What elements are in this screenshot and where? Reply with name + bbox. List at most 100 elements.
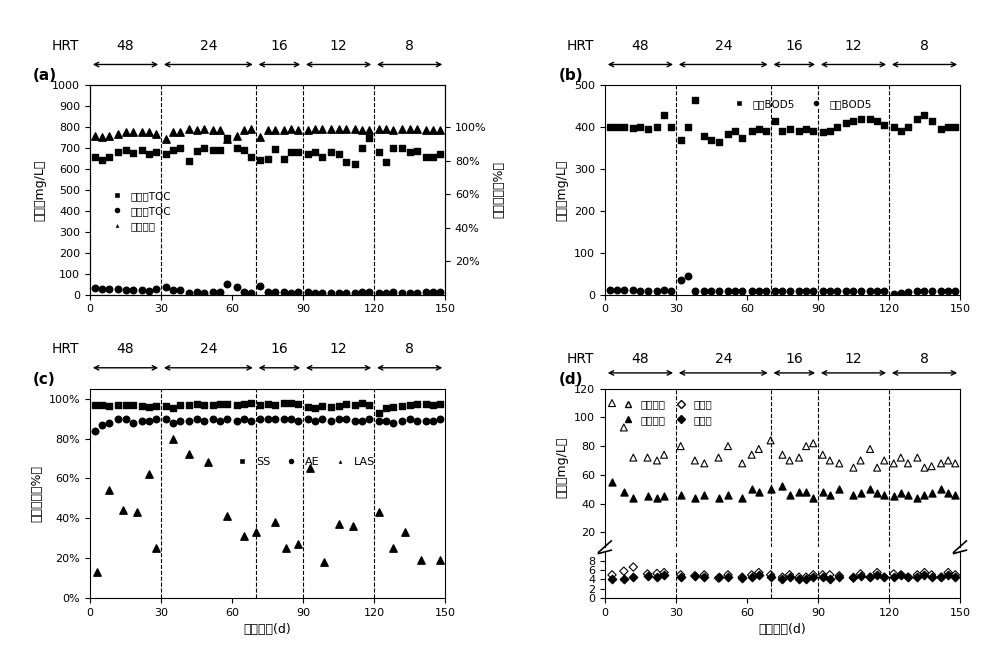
Point bbox=[711, 453, 727, 463]
Point bbox=[290, 398, 306, 409]
Point bbox=[940, 286, 956, 296]
Point bbox=[371, 288, 387, 298]
Legend: SS, AE, LAS: SS, AE, LAS bbox=[226, 453, 380, 471]
Point bbox=[782, 570, 798, 580]
Point bbox=[947, 458, 963, 468]
Point bbox=[845, 489, 861, 500]
Point bbox=[862, 443, 878, 454]
Point bbox=[886, 288, 902, 299]
Point bbox=[165, 433, 181, 443]
Point bbox=[394, 143, 410, 154]
Text: 16: 16 bbox=[785, 351, 803, 366]
Point bbox=[782, 572, 798, 582]
Point bbox=[134, 415, 150, 426]
Point bbox=[189, 398, 205, 409]
Point bbox=[673, 570, 689, 580]
Point bbox=[751, 487, 767, 497]
Point bbox=[831, 458, 847, 468]
Point bbox=[649, 286, 665, 296]
Point bbox=[751, 567, 767, 578]
Point bbox=[734, 458, 750, 468]
Point bbox=[649, 568, 665, 579]
Point bbox=[744, 572, 760, 582]
Point bbox=[148, 284, 164, 294]
Point bbox=[602, 285, 618, 296]
Point bbox=[87, 151, 103, 162]
Point bbox=[148, 129, 164, 139]
Point bbox=[909, 453, 925, 463]
Point bbox=[727, 286, 743, 296]
Point bbox=[625, 123, 641, 133]
Point bbox=[900, 122, 916, 133]
Point bbox=[307, 147, 323, 158]
Point bbox=[782, 455, 798, 466]
Point bbox=[338, 124, 354, 134]
Point bbox=[110, 129, 126, 139]
Point bbox=[845, 573, 861, 583]
Point bbox=[378, 156, 394, 167]
Point bbox=[378, 288, 394, 298]
Point bbox=[148, 147, 164, 158]
Point bbox=[101, 485, 117, 495]
Point bbox=[869, 570, 885, 580]
Point bbox=[172, 285, 188, 296]
Point bbox=[418, 398, 434, 409]
Text: 12: 12 bbox=[845, 39, 862, 53]
Legend: 入流总TOC, 出流总TOC, 去除效率: 入流总TOC, 出流总TOC, 去除效率 bbox=[102, 187, 175, 235]
Text: 8: 8 bbox=[920, 351, 929, 366]
Point bbox=[331, 519, 347, 530]
Point bbox=[909, 570, 925, 580]
Point bbox=[734, 493, 750, 503]
Point bbox=[845, 116, 861, 126]
Point bbox=[87, 130, 103, 141]
Point bbox=[212, 398, 228, 409]
Point bbox=[432, 124, 448, 135]
Point bbox=[118, 145, 134, 156]
Point bbox=[338, 398, 354, 409]
Point bbox=[900, 572, 916, 582]
Point bbox=[323, 124, 339, 135]
Point bbox=[845, 572, 861, 582]
Point bbox=[354, 415, 370, 426]
Point bbox=[862, 572, 878, 582]
Point bbox=[893, 570, 909, 580]
Point bbox=[947, 572, 963, 582]
Point bbox=[236, 413, 252, 424]
Point bbox=[165, 402, 181, 413]
Point bbox=[893, 126, 909, 137]
Point bbox=[924, 116, 940, 126]
Point bbox=[876, 572, 892, 582]
Point bbox=[260, 287, 276, 298]
Point bbox=[354, 124, 370, 135]
Point bbox=[314, 288, 330, 298]
Point bbox=[687, 286, 703, 296]
Point bbox=[181, 156, 197, 166]
Point bbox=[418, 415, 434, 426]
Point bbox=[314, 151, 330, 162]
Point bbox=[862, 286, 878, 296]
Point bbox=[425, 151, 441, 162]
Point bbox=[189, 413, 205, 424]
Point bbox=[87, 283, 103, 294]
Point bbox=[604, 397, 620, 408]
Point bbox=[229, 143, 245, 154]
Point bbox=[893, 488, 909, 499]
Point bbox=[418, 287, 434, 298]
Point bbox=[853, 455, 869, 466]
Point bbox=[791, 453, 807, 463]
Point bbox=[212, 124, 228, 135]
Point bbox=[276, 153, 292, 164]
Point bbox=[886, 491, 902, 501]
Point bbox=[248, 527, 264, 537]
Point bbox=[125, 285, 141, 296]
Point bbox=[385, 143, 401, 154]
Point bbox=[791, 487, 807, 497]
Point bbox=[158, 134, 174, 145]
Point bbox=[703, 286, 719, 296]
Point bbox=[649, 572, 665, 582]
Legend: 进水氨氮, 出水氨氮, 进水磷, 出水磷: 进水氨氮, 出水氨氮, 进水磷, 出水磷 bbox=[614, 396, 717, 429]
Point bbox=[302, 463, 318, 474]
Point bbox=[734, 133, 750, 143]
Point bbox=[361, 287, 377, 298]
Point bbox=[893, 570, 909, 580]
